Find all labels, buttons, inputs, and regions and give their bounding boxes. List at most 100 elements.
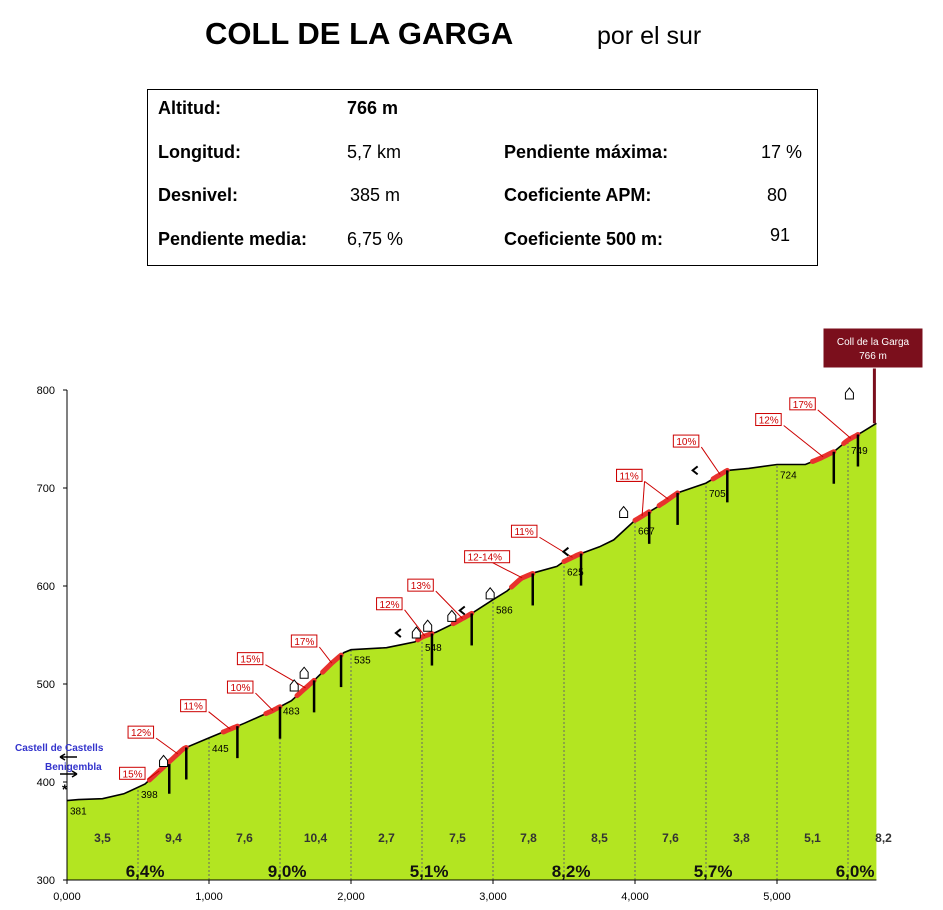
steep-section xyxy=(166,745,189,765)
y-tick-label: 600 xyxy=(37,581,55,593)
steep-label-box xyxy=(510,524,538,538)
stats-panel: Altitud: 766 m Longitud: 5,7 km Desnivel… xyxy=(147,89,818,266)
segment-gradient: 5,1 xyxy=(804,831,821,845)
x-tick-label: 5,000 xyxy=(763,891,791,903)
segment-gradient: 10,4 xyxy=(304,831,328,845)
altitud-label: Altitud: xyxy=(158,98,221,118)
page-subtitle: por el sur xyxy=(597,22,702,50)
altitude-label: 381 xyxy=(70,807,87,818)
steep-leader xyxy=(783,425,824,458)
desnivel-value: 385 m xyxy=(350,185,401,205)
segment-gradient: 7,5 xyxy=(449,831,466,845)
house-icon xyxy=(844,387,854,400)
altitude-label: 535 xyxy=(354,656,371,667)
turn-chevron-icon xyxy=(394,628,402,638)
steep-label: 12% xyxy=(759,416,779,427)
segment-gradient: 3,8 xyxy=(733,831,750,845)
steep-label-box xyxy=(127,725,155,739)
house-icon xyxy=(423,619,433,632)
steep-label-box xyxy=(119,766,146,780)
x-tick-label: 2,000 xyxy=(337,891,365,903)
coeficiente-500-label: Coeficiente 500 m: xyxy=(504,229,664,249)
y-tick-label: 500 xyxy=(37,679,55,691)
steep-label-box xyxy=(789,397,816,411)
segment-gradient: 9,4 xyxy=(165,831,182,845)
steep-leader xyxy=(255,692,274,711)
segment-gradient: 7,6 xyxy=(662,831,679,845)
house-icon xyxy=(159,754,169,767)
arrow-left-icon xyxy=(59,753,77,761)
steep-label-box xyxy=(180,699,207,713)
km-gradient: 6,0% xyxy=(836,862,875,881)
steep-leader xyxy=(404,609,426,637)
pendiente-maxima-label: Pendiente máxima: xyxy=(504,142,669,162)
house-icon xyxy=(411,626,421,639)
start-label: Benigembla xyxy=(45,762,102,773)
profile-area xyxy=(67,423,877,880)
steep-label: 17% xyxy=(793,400,813,411)
pendiente-media-value: 6,75 % xyxy=(347,229,404,249)
segment-gradient: 7,6 xyxy=(236,831,253,845)
steep-label: 11% xyxy=(514,527,533,538)
house-icon xyxy=(619,505,629,519)
page-title: COLL DE LA GARGA xyxy=(205,16,514,51)
altitud-value: 766 m xyxy=(347,98,399,118)
altitude-label: 625 xyxy=(567,568,584,579)
arrow-right-icon xyxy=(60,770,78,778)
steep-section xyxy=(263,704,283,717)
km-gradient: 8,2% xyxy=(552,862,591,881)
steep-section xyxy=(220,723,240,735)
house-icon xyxy=(289,679,299,692)
turn-chevron-icon xyxy=(561,546,570,557)
coeficiente-apm-label: Coeficiente APM: xyxy=(504,185,652,205)
house-icon xyxy=(447,609,457,622)
steep-leader xyxy=(155,737,179,755)
steep-label: 13% xyxy=(411,581,431,592)
longitud-label: Longitud: xyxy=(158,142,241,162)
segment-gradient: 2,7 xyxy=(378,831,395,845)
altitude-label: 667 xyxy=(638,526,655,537)
longitud-value: 5,7 km xyxy=(347,142,402,162)
steep-label-box xyxy=(290,634,318,648)
y-tick-label: 700 xyxy=(37,483,55,495)
x-tick-label: 0,000 xyxy=(53,891,81,903)
y-tick-label: 300 xyxy=(37,875,55,887)
steep-label-box xyxy=(376,597,403,611)
steep-leader xyxy=(700,446,721,475)
desnivel-label: Desnivel: xyxy=(158,185,239,205)
altitude-label: 483 xyxy=(283,707,300,718)
steep-leader xyxy=(492,562,523,579)
summit-box xyxy=(822,327,924,369)
steep-label-box xyxy=(464,550,511,564)
steep-label-box xyxy=(672,434,700,448)
steep-leader xyxy=(435,590,463,619)
turn-chevron-icon xyxy=(691,465,699,476)
summit-name: Coll de la Garga xyxy=(837,337,910,348)
y-tick-label: 800 xyxy=(37,385,55,397)
x-tick-label: 1,000 xyxy=(195,891,223,903)
steep-leader xyxy=(147,770,160,780)
steep-label: 10% xyxy=(230,683,250,694)
steep-label: 11% xyxy=(184,702,203,713)
steep-label: 15% xyxy=(123,769,143,780)
steep-label-box xyxy=(407,578,434,592)
segment-gradient: 8,5 xyxy=(591,831,608,845)
pendiente-maxima-value: 17 % xyxy=(761,142,803,162)
turn-chevron-icon xyxy=(458,605,466,616)
segment-gradient: 3,5 xyxy=(94,831,111,845)
km-gradient: 9,0% xyxy=(268,862,307,881)
steep-section xyxy=(294,677,317,699)
altitude-label: 398 xyxy=(141,790,158,801)
steep-section xyxy=(656,490,681,509)
house-icon xyxy=(485,587,495,600)
steep-leader xyxy=(265,664,306,689)
altitude-label: 548 xyxy=(425,643,442,654)
steep-label-box xyxy=(755,413,782,427)
x-tick-label: 4,000 xyxy=(621,891,649,903)
coeficiente-apm-value: 80 xyxy=(767,185,788,205)
steep-label-box xyxy=(236,652,264,666)
steep-leader xyxy=(641,481,646,517)
steep-leader xyxy=(817,409,852,439)
house-icon xyxy=(299,666,309,679)
